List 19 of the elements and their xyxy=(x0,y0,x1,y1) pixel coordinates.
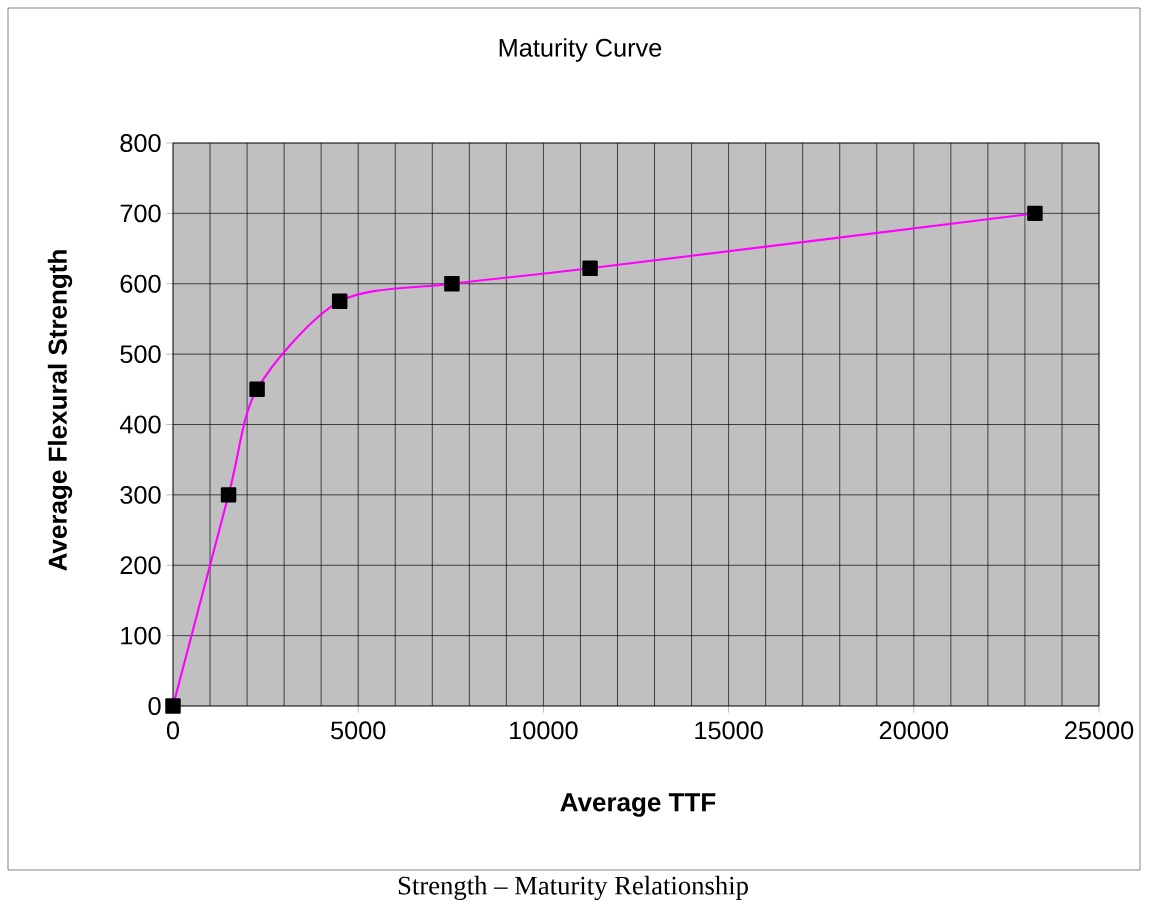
y-tick-label: 0 xyxy=(148,697,161,715)
x-tick-label: 20000 xyxy=(879,721,949,740)
y-axis-title: Average Flexural Strength xyxy=(47,250,73,571)
x-tick-label: 5000 xyxy=(331,721,386,740)
y-tick-label: 700 xyxy=(120,204,161,223)
x-tick-label: 10000 xyxy=(510,721,578,740)
x-axis-title: Average TTF xyxy=(560,793,716,817)
y-tick-label: 600 xyxy=(120,274,161,293)
x-tick-label: 25000 xyxy=(1065,721,1134,740)
y-tick-label: 800 xyxy=(120,134,161,152)
y-tick-label: 200 xyxy=(120,556,161,575)
chart-title: Maturity Curve xyxy=(499,38,662,62)
x-tick-label: 0 xyxy=(166,721,180,740)
y-tick-label: 400 xyxy=(119,415,161,434)
y-tick-label: 300 xyxy=(120,485,161,504)
y-tick-label: 500 xyxy=(120,345,161,364)
y-tick-label: 100 xyxy=(121,626,161,645)
x-tick-label: 15000 xyxy=(695,721,763,740)
text: Strength – Maturity Relationship xyxy=(398,875,748,901)
